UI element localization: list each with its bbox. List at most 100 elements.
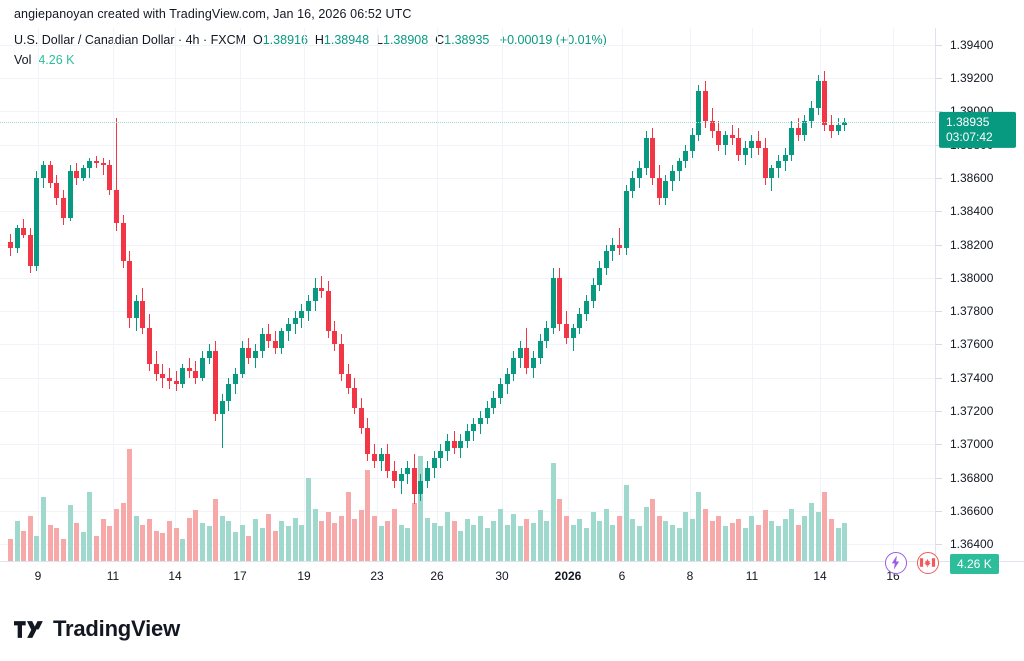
volume-bar (226, 521, 232, 561)
candle-body (87, 161, 93, 168)
candle-body (524, 347, 530, 368)
candle-body (166, 377, 172, 382)
candle-body (782, 154, 788, 162)
canada-flag-icon[interactable] (917, 552, 939, 574)
candle-body (391, 471, 397, 482)
price-tick-mark (936, 44, 942, 46)
volume-bar (127, 448, 133, 561)
candle-body (617, 244, 623, 248)
volume-bar (570, 524, 576, 561)
volume-bar (173, 528, 179, 561)
candle-body (54, 182, 60, 198)
price-tick-mark (936, 177, 942, 179)
volume-bar (782, 519, 788, 561)
volume-bar (729, 523, 735, 561)
candle-body (411, 467, 417, 495)
volume-bar (259, 528, 265, 561)
price-tick-label: 1.37200 (950, 404, 994, 419)
candle-body (451, 441, 457, 448)
price-axis[interactable]: 1.394001.392001.390001.388001.386001.384… (935, 28, 1024, 561)
price-tick-label: 1.37000 (950, 437, 994, 452)
price-tick-label: 1.37800 (950, 304, 994, 319)
time-tick-label: 14 (813, 569, 827, 583)
volume-bar (716, 516, 722, 561)
candle-body (756, 141, 762, 148)
volume-bar (166, 521, 172, 561)
candle-body (292, 317, 298, 325)
candle-body (789, 127, 795, 155)
candle-body (325, 291, 331, 332)
volume-bar (656, 516, 662, 561)
volume-bar (266, 513, 272, 561)
chart-plot-area[interactable] (0, 28, 935, 561)
candle-body (550, 277, 556, 328)
candle-body (8, 242, 13, 248)
legend-high-value: 1.38948 (323, 33, 370, 47)
candle-body (729, 134, 735, 138)
time-tick-label: 19 (297, 569, 311, 583)
price-tick-mark (936, 377, 942, 379)
volume-bar (352, 519, 358, 561)
price-tick-label: 1.39200 (950, 70, 994, 85)
candle-body (312, 287, 318, 302)
legend-close-key: C (435, 33, 445, 47)
volume-bar (722, 526, 728, 561)
candle-body (603, 251, 609, 268)
gridline-vertical (752, 28, 753, 561)
legend-symbol[interactable]: U.S. Dollar / Canadian Dollar (14, 33, 175, 47)
volume-bar (511, 513, 517, 561)
legend-interval[interactable]: 4h (185, 33, 200, 47)
candle-body (27, 234, 33, 267)
lightning-bolt-icon[interactable] (885, 552, 907, 574)
candle-body (577, 314, 583, 328)
current-price-badge: 1.38935 03:07:42 (939, 111, 1016, 149)
tradingview-logo-mark (14, 620, 43, 638)
volume-bar (610, 524, 616, 561)
price-tick-label: 1.37600 (950, 337, 994, 352)
volume-bar (425, 517, 431, 561)
candle-body (120, 222, 126, 262)
volume-bar (272, 530, 278, 561)
candle-wick (221, 394, 223, 448)
candle-body (722, 134, 728, 145)
candle-body (100, 162, 106, 165)
candle-body (656, 177, 662, 198)
volume-bar (8, 539, 13, 561)
volume-bar (451, 521, 457, 561)
candle-body (41, 164, 47, 178)
volume-bar (87, 492, 93, 561)
candle-body (689, 134, 695, 152)
volume-bar (484, 528, 490, 561)
volume-bar (385, 521, 391, 561)
volume-bar (617, 516, 623, 561)
candle-body (372, 454, 378, 462)
gridline-horizontal (0, 244, 935, 246)
volume-bar (206, 526, 212, 561)
candle-body (537, 341, 543, 358)
time-axis[interactable]: 9 11 14 17 19 23 26 30 2026 6 8 11 14 16 (0, 561, 1024, 591)
legend-close-value: 1.38935 (444, 33, 490, 47)
volume-bar (305, 477, 311, 561)
bar-countdown: 03:07:42 (946, 129, 993, 144)
candle-body (736, 137, 742, 155)
candle-wick (731, 124, 733, 145)
legend-exchange[interactable]: FXCM (210, 33, 247, 47)
volume-bar (292, 517, 298, 561)
candle-body (107, 164, 113, 190)
candle-body (444, 441, 450, 452)
legend-change: +0.00019 (+0.01%) (499, 33, 607, 47)
candle-body (266, 334, 272, 342)
legend-volume-key: Vol (14, 53, 32, 68)
volume-bar (34, 535, 40, 561)
legend-low-key: L (376, 33, 383, 47)
volume-bar (842, 523, 848, 561)
volume-bar (431, 523, 437, 561)
volume-bar (597, 521, 603, 561)
time-tick-label: 8 (686, 569, 694, 583)
gridline-vertical (622, 28, 623, 561)
candle-wick (188, 357, 190, 378)
candle-body (206, 351, 212, 358)
volume-bar (703, 508, 709, 561)
candle-body (716, 131, 722, 145)
time-tick-label: 9 (34, 569, 42, 583)
